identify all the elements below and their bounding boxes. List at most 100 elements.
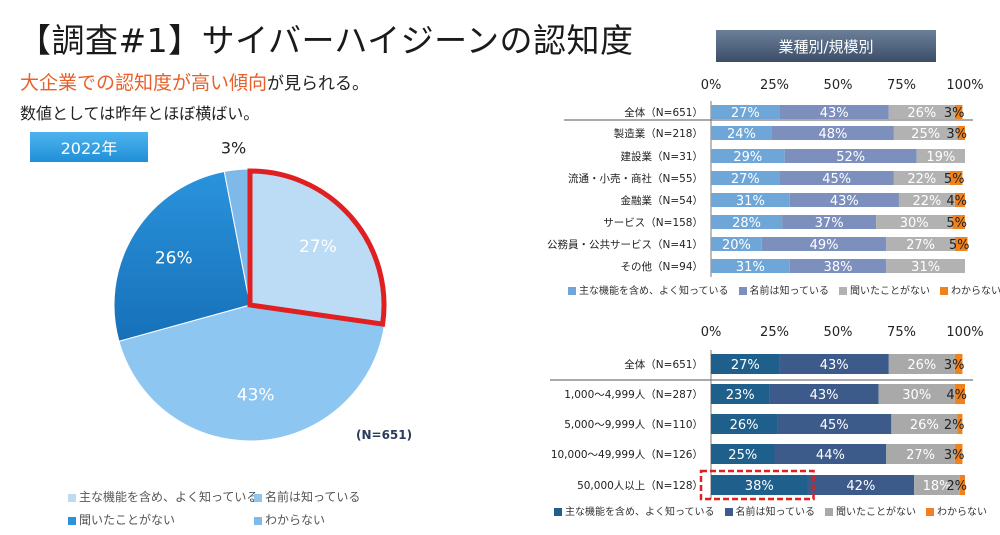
bar-data-label: 31% xyxy=(736,260,765,275)
pie-slice xyxy=(118,304,386,442)
bar-segment xyxy=(914,475,960,495)
bar-segment xyxy=(779,105,889,119)
segment-badge: 業種別/規模別 xyxy=(716,30,936,62)
bar-data-label: 5% xyxy=(949,238,970,253)
row-label: 流通・小売・商社（N=55） xyxy=(568,172,703,185)
axis-tick-label: 0% xyxy=(701,325,722,340)
bar-data-label: 45% xyxy=(820,418,849,433)
row-label: 10,000～49,999人（N=126） xyxy=(551,449,703,461)
bar-segment xyxy=(711,171,780,185)
bar-data-label: 25% xyxy=(728,448,757,463)
bar-data-label: 27% xyxy=(731,106,760,121)
bar-segment xyxy=(886,444,955,464)
bar-data-label: 38% xyxy=(824,260,853,275)
bar-legend-size: 主な機能を含め、よく知っている 名前は知っている 聞いたことがない わからない xyxy=(554,503,997,518)
bar-data-label: 43% xyxy=(820,358,849,373)
bar-data-label: 37% xyxy=(815,216,844,231)
bar-segment xyxy=(789,193,899,207)
bar-data-label: 52% xyxy=(836,150,865,165)
pie-slice xyxy=(113,170,251,342)
bar-data-label: 23% xyxy=(726,388,755,403)
bar-segment xyxy=(959,475,965,495)
bar-segment xyxy=(807,475,915,495)
bar-segment xyxy=(954,354,963,374)
axis-tick-label: 50% xyxy=(824,78,853,93)
bar-data-label: 19% xyxy=(926,150,955,165)
row-label: 5,000～9,999人（N=110） xyxy=(564,419,703,431)
legend-item: 聞いたことがない xyxy=(825,503,916,518)
bar-data-label: 42% xyxy=(846,479,875,494)
bar-data-label: 25% xyxy=(911,127,940,142)
legend-item: 主な機能を含め、よく知っている xyxy=(68,488,258,505)
bar-data-label: 30% xyxy=(902,388,931,403)
legend-item: わからない xyxy=(940,282,1000,297)
bar-data-label: 3% xyxy=(946,127,967,142)
legend-item: わからない xyxy=(926,503,987,518)
bar-segment xyxy=(898,193,955,207)
bar-data-label: 3% xyxy=(944,106,965,121)
bar-segment xyxy=(761,237,887,251)
bar-data-label: 31% xyxy=(736,194,765,209)
axis-tick-label: 75% xyxy=(887,78,916,93)
row-label: 金融業（N=54） xyxy=(620,194,703,207)
bar-segment xyxy=(876,215,953,229)
bar-segment xyxy=(957,414,963,434)
bar-data-label: 2% xyxy=(946,479,967,494)
legend-swatch xyxy=(254,493,262,502)
row-label: 建設業（N=31） xyxy=(620,150,703,163)
bar-data-label: 20% xyxy=(722,238,751,253)
legend-item: 名前は知っている xyxy=(724,503,815,518)
legend-label: 聞いたことがない xyxy=(79,513,176,527)
legend-item: 名前は知っている xyxy=(738,282,830,297)
legend-swatch xyxy=(825,508,833,516)
year-badge: 2022年 xyxy=(30,132,148,162)
bar-data-label: 49% xyxy=(810,238,839,253)
bar-segment xyxy=(711,193,790,207)
pie-chart: 27% 43% 26% 3% xyxy=(113,139,387,442)
bar-segment xyxy=(782,215,877,229)
bar-data-label: 3% xyxy=(944,358,965,373)
bar-segment xyxy=(777,414,892,434)
legend-label: わからない xyxy=(265,513,326,527)
headline-highlight: 大企業での認知度が高い傾向 xyxy=(20,72,268,94)
bar-segment xyxy=(954,105,963,119)
legend-swatch xyxy=(68,493,76,502)
pie-slice-label: 3% xyxy=(221,139,246,158)
row-label: 50,000人以上（N=128） xyxy=(577,480,703,492)
legend-swatch xyxy=(254,516,262,525)
legend-swatch xyxy=(839,287,847,295)
row-label: その他（N=94） xyxy=(620,260,703,273)
bar-data-label: 38% xyxy=(745,479,774,494)
legend-label: 名前は知っている xyxy=(749,286,830,297)
bar-segment xyxy=(779,171,894,185)
bar-data-label: 4% xyxy=(946,194,967,209)
bar-segment xyxy=(711,126,772,140)
bar-data-label: 5% xyxy=(944,172,965,187)
legend-item: 主な機能を含め、よく知っている xyxy=(554,503,715,518)
legend-swatch xyxy=(926,508,934,516)
pie-highlight-outline xyxy=(247,168,387,327)
axis-tick-label: 50% xyxy=(824,325,853,340)
bar-data-label: 26% xyxy=(907,358,936,373)
bar-segment xyxy=(711,105,780,119)
legend-label: 聞いたことがない xyxy=(836,507,916,518)
legend-item: 聞いたことがない xyxy=(68,511,254,528)
bar-segment xyxy=(711,354,780,374)
bar-data-label: 48% xyxy=(818,127,847,142)
legend-item: 聞いたことがない xyxy=(839,282,930,297)
bar-segment xyxy=(952,215,965,229)
bar-data-label: 28% xyxy=(732,216,761,231)
bar-data-label: 45% xyxy=(822,172,851,187)
legend-label: 名前は知っている xyxy=(265,490,361,504)
bar-data-label: 26% xyxy=(907,106,936,121)
bar-data-label: 31% xyxy=(911,260,940,275)
row-label: 公務員・公共サービス（N=41） xyxy=(547,238,703,251)
bar-data-label: 27% xyxy=(906,238,935,253)
headline-rest: が見られる。 xyxy=(267,74,370,94)
axis-tick-label: 100% xyxy=(946,78,983,93)
bar-segment xyxy=(784,149,917,163)
bar-segment xyxy=(888,105,955,119)
legend-swatch xyxy=(940,287,948,295)
bar-data-label: 29% xyxy=(733,150,762,165)
bar-data-label: 27% xyxy=(906,448,935,463)
